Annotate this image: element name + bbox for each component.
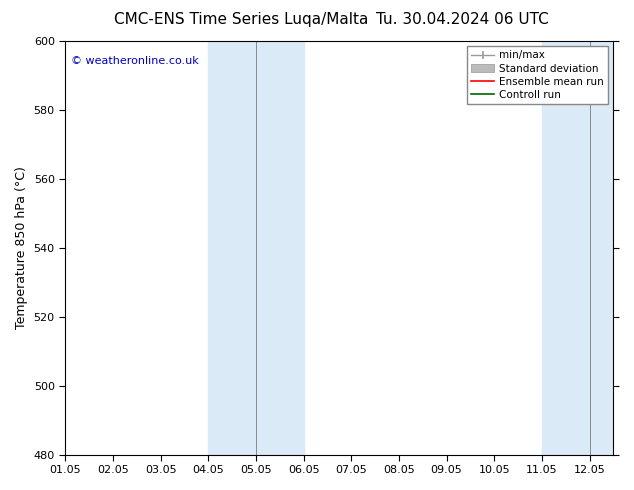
- Bar: [208, 41, 304, 455]
- Text: CMC-ENS Time Series Luqa/Malta: CMC-ENS Time Series Luqa/Malta: [113, 12, 368, 27]
- Y-axis label: Temperature 850 hPa (°C): Temperature 850 hPa (°C): [15, 167, 28, 329]
- Text: Tu. 30.04.2024 06 UTC: Tu. 30.04.2024 06 UTC: [377, 12, 549, 27]
- Legend: min/max, Standard deviation, Ensemble mean run, Controll run: min/max, Standard deviation, Ensemble me…: [467, 46, 608, 104]
- Bar: [542, 41, 614, 455]
- Text: © weatheronline.co.uk: © weatheronline.co.uk: [71, 55, 198, 66]
